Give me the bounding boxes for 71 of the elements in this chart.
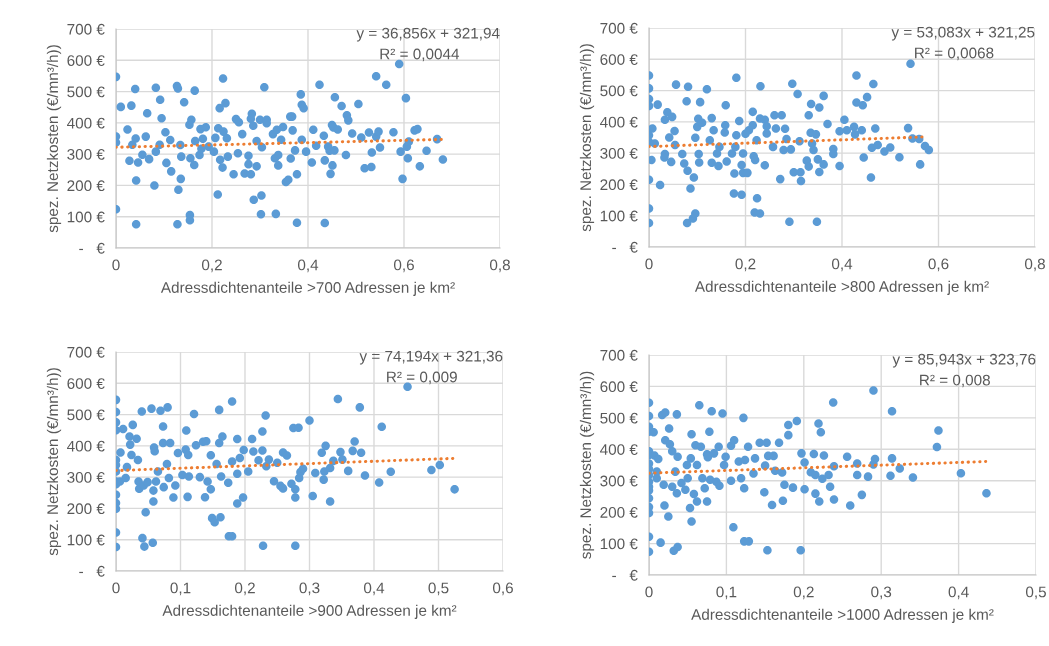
y-tick-label: - € <box>612 569 638 581</box>
y-tick-label: 600 € <box>67 55 105 66</box>
x-axis-title: Adressdichtenanteile >1000 Adressen je km² <box>691 608 994 623</box>
y-tick-label: 600 € <box>600 54 638 65</box>
x-tick-label: 0,4 <box>363 582 385 596</box>
annotation: y = 36,856x + 321,94 <box>356 27 500 42</box>
y-tick-label: - € <box>612 241 638 253</box>
x-tick-label: 0,5 <box>1025 586 1046 600</box>
y-tick-label: 700 € <box>600 349 638 361</box>
annotation: y = 85,943x + 323,76 <box>892 353 1036 368</box>
y-tick-label: 700 € <box>67 346 105 358</box>
y-tick-label: 300 € <box>600 475 638 487</box>
x-axis-title: Adressdichtenanteile >800 Adressen je km² <box>694 280 989 295</box>
y-axis-title: spez. Netzkosten (€/mn³/h)) <box>579 371 595 559</box>
x-tick-label: 0 <box>112 259 120 271</box>
x-tick-label: 0 <box>645 586 653 598</box>
x-tick-label: 0,6 <box>393 259 414 273</box>
y-tick-label: 100 € <box>67 534 105 546</box>
y-tick-label: 400 € <box>67 117 105 129</box>
x-tick-label: 0,6 <box>492 582 513 596</box>
x-tick-label: 0,8 <box>1024 258 1045 272</box>
y-tick-label: 500 € <box>600 85 638 97</box>
x-tick-label: 0,1 <box>716 586 737 600</box>
y-tick-label: 600 € <box>600 381 638 393</box>
x-tick-label: 0 <box>112 582 120 594</box>
x-tick-label: 0,2 <box>793 586 814 600</box>
annotation: R² = 0,008 <box>920 374 990 388</box>
y-tick-label: 100 € <box>600 210 638 222</box>
annotation: y = 53,083x + 321,25 <box>891 26 1035 41</box>
y-axis-title: spez. Netzkosten (€/mn³/h)) <box>579 44 595 232</box>
y-tick-label: 700 € <box>600 22 638 34</box>
x-tick-label: 0,2 <box>234 582 255 596</box>
annotation: R² = 0,0044 <box>380 48 460 62</box>
y-tick-label: 100 € <box>600 538 638 550</box>
x-tick-label: 0,2 <box>201 259 222 273</box>
y-tick-label: 600 € <box>67 378 105 389</box>
x-tick-label: 0,4 <box>831 258 853 272</box>
x-tick-label: 0,6 <box>928 258 949 272</box>
y-tick-label: 200 € <box>67 180 105 192</box>
y-tick-label: 400 € <box>67 440 105 452</box>
y-tick-label: 200 € <box>600 507 638 518</box>
y-tick-label: 400 € <box>600 444 638 455</box>
y-tick-label: 100 € <box>67 211 105 223</box>
y-tick-label: 500 € <box>67 86 105 98</box>
x-tick-label: 0,5 <box>428 582 449 596</box>
y-tick-label: - € <box>79 565 105 577</box>
x-tick-label: 0,4 <box>948 586 969 600</box>
x-axis-title: Adressdichtenanteile >900 Adressen je km² <box>162 604 457 619</box>
x-tick-label: 0,8 <box>489 259 510 273</box>
x-tick-label: 0,4 <box>297 259 319 273</box>
y-tick-label: 500 € <box>67 409 105 421</box>
annotation: y = 74,194x + 321,36 <box>359 350 503 365</box>
annotation: R² = 0,0068 <box>915 47 994 61</box>
x-tick-label: 0,2 <box>735 258 756 272</box>
y-axis-title: spez. Netzkosten (€/mn³/h)) <box>46 45 62 233</box>
y-tick-label: 700 € <box>67 23 105 35</box>
x-axis-title: Adressdichtenanteile >700 Adressen je km² <box>160 281 455 296</box>
y-tick-label: 300 € <box>67 472 105 483</box>
y-axis-title: spez. Netzkosten (€/mn³/h)) <box>46 368 62 556</box>
x-tick-label: 0,3 <box>871 586 892 600</box>
y-tick-label: 200 € <box>600 179 638 191</box>
x-tick-label: 0,1 <box>170 582 191 596</box>
y-tick-label: 500 € <box>600 412 638 424</box>
annotation: R² = 0,009 <box>387 371 457 385</box>
x-tick-label: 0,3 <box>299 582 320 596</box>
x-tick-label: 0 <box>645 258 653 270</box>
y-tick-label: 400 € <box>600 116 638 128</box>
y-tick-label: - € <box>79 242 105 254</box>
y-tick-label: 300 € <box>67 149 105 160</box>
y-tick-label: 300 € <box>600 148 638 159</box>
y-tick-label: 200 € <box>67 503 105 515</box>
